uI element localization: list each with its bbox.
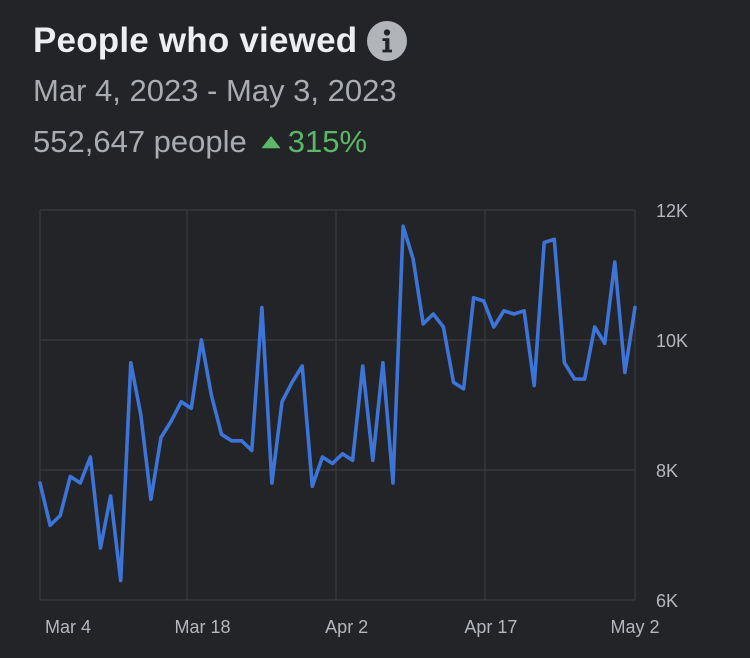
x-tick-label: Mar 4: [45, 617, 91, 637]
data-point: [280, 400, 284, 404]
info-icon[interactable]: [367, 21, 408, 61]
data-point: [401, 224, 405, 228]
data-point: [149, 497, 153, 501]
data-point: [169, 419, 173, 423]
data-point: [391, 481, 395, 485]
data-point: [240, 439, 244, 443]
data-point: [502, 309, 506, 313]
data-point: [472, 296, 476, 300]
data-point: [451, 380, 456, 384]
data-point: [320, 455, 324, 459]
y-tick-label: 10K: [656, 331, 688, 351]
data-point: [562, 361, 567, 365]
metric-row: 552,647 people 315%: [33, 124, 367, 160]
data-point: [340, 452, 345, 456]
data-point: [572, 377, 577, 381]
data-point: [88, 455, 93, 459]
y-tick-label: 6K: [656, 591, 678, 611]
data-point: [330, 461, 335, 466]
data-point: [290, 380, 294, 384]
data-point: [159, 435, 163, 440]
data-point: [300, 364, 304, 368]
people-count: 552,647 people: [33, 124, 247, 159]
triangle-up-icon: [261, 136, 280, 149]
y-tick-label: 12K: [656, 201, 688, 221]
data-point: [381, 361, 385, 365]
data-point: [552, 237, 556, 241]
y-tick-label: 8K: [656, 461, 678, 481]
change-percent: 315%: [287, 124, 368, 159]
date-range: Mar 4, 2023 - May 3, 2023: [33, 73, 397, 108]
data-point: [361, 364, 365, 368]
card-title: People who viewed: [33, 21, 358, 60]
data-point: [411, 257, 415, 261]
data-point: [441, 325, 445, 329]
x-tick-label: Apr 2: [325, 617, 368, 637]
data-point: [613, 260, 617, 264]
data-point: [68, 474, 72, 479]
x-tick-label: May 2: [610, 617, 659, 637]
data-point: [512, 312, 516, 316]
data-point: [421, 322, 425, 326]
data-point: [38, 481, 42, 485]
data-point: [603, 341, 607, 345]
title-row: People who viewed: [33, 18, 408, 64]
data-point: [593, 325, 597, 329]
change-badge: 315%: [261, 124, 367, 160]
views-series-line: [38, 224, 637, 583]
data-point: [78, 481, 82, 485]
data-point: [623, 370, 627, 375]
data-point: [219, 432, 224, 436]
data-point: [250, 448, 254, 453]
data-point: [230, 439, 234, 443]
data-point: [431, 312, 435, 316]
data-point: [310, 484, 314, 488]
data-point: [633, 305, 637, 310]
data-point: [582, 377, 587, 381]
data-point: [139, 413, 143, 417]
data-point: [189, 406, 193, 410]
data-point: [532, 383, 536, 388]
data-point: [542, 240, 546, 245]
data-point: [522, 309, 526, 313]
data-point: [209, 393, 214, 397]
data-point: [351, 458, 355, 462]
data-point: [371, 458, 375, 462]
data-point: [260, 305, 264, 310]
data-point: [492, 325, 496, 329]
data-point: [199, 338, 203, 342]
data-point: [129, 361, 133, 365]
data-point: [461, 387, 466, 391]
data-point: [270, 481, 274, 485]
x-tick-label: Mar 18: [175, 617, 231, 637]
data-point: [98, 546, 103, 550]
data-point: [58, 513, 62, 518]
data-point: [179, 400, 183, 404]
data-point: [119, 578, 123, 583]
x-tick-label: Apr 17: [464, 617, 517, 637]
data-point: [48, 523, 52, 527]
data-point: [482, 299, 486, 303]
data-point: [108, 494, 113, 498]
